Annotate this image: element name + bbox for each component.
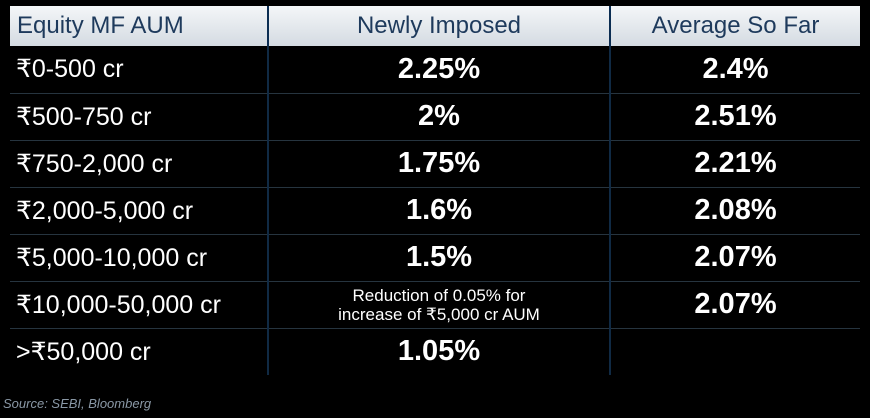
table-row: ₹0-500 cr 2.25% 2.4%	[10, 46, 860, 94]
expense-ratio-table: Equity MF AUM Newly Imposed Average So F…	[10, 6, 860, 375]
table-row: ₹500-750 cr 2% 2.51%	[10, 93, 860, 141]
newly-imposed-cell: 2%	[268, 93, 611, 141]
newly-imposed-note-cell: Reduction of 0.05% for increase of ₹5,00…	[268, 281, 611, 329]
header-row: Equity MF AUM Newly Imposed Average So F…	[10, 6, 860, 46]
average-so-far-cell: 2.51%	[610, 93, 860, 141]
newly-imposed-cell: 1.75%	[268, 140, 611, 188]
newly-imposed-cell: 1.6%	[268, 187, 611, 235]
header-average-so-far: Average So Far	[610, 6, 860, 46]
average-so-far-cell	[610, 328, 860, 375]
aum-tier-cell: ₹500-750 cr	[10, 93, 269, 141]
average-so-far-cell: 2.21%	[610, 140, 860, 188]
average-so-far-cell: 2.07%	[610, 281, 860, 329]
table-row: >₹50,000 cr 1.05%	[10, 328, 860, 375]
source-note: Source: SEBI, Bloomberg	[3, 396, 152, 411]
average-so-far-cell: 2.08%	[610, 187, 860, 235]
aum-tier-cell: ₹2,000-5,000 cr	[10, 187, 269, 235]
average-so-far-cell: 2.4%	[610, 46, 860, 94]
newly-imposed-cell: 1.5%	[268, 234, 611, 282]
table-frame: Equity MF AUM Newly Imposed Average So F…	[10, 6, 860, 386]
aum-tier-cell: ₹750-2,000 cr	[10, 140, 269, 188]
table-row: ₹10,000-50,000 cr Reduction of 0.05% for…	[10, 281, 860, 329]
newly-imposed-cell: 1.05%	[268, 328, 611, 375]
newly-imposed-cell: 2.25%	[268, 46, 611, 94]
table-row: ₹750-2,000 cr 1.75% 2.21%	[10, 140, 860, 188]
table-header: Equity MF AUM Newly Imposed Average So F…	[10, 6, 860, 46]
aum-tier-cell: ₹0-500 cr	[10, 46, 269, 94]
aum-tier-cell: >₹50,000 cr	[10, 328, 269, 375]
table-row: ₹5,000-10,000 cr 1.5% 2.07%	[10, 234, 860, 282]
average-so-far-cell: 2.07%	[610, 234, 860, 282]
header-newly-imposed: Newly Imposed	[268, 6, 611, 46]
aum-tier-cell: ₹10,000-50,000 cr	[10, 281, 269, 329]
table-body: ₹0-500 cr 2.25% 2.4% ₹500-750 cr 2% 2.51…	[10, 46, 860, 375]
table-row: ₹2,000-5,000 cr 1.6% 2.08%	[10, 187, 860, 235]
header-equity-mf-aum: Equity MF AUM	[10, 6, 269, 46]
aum-tier-cell: ₹5,000-10,000 cr	[10, 234, 269, 282]
